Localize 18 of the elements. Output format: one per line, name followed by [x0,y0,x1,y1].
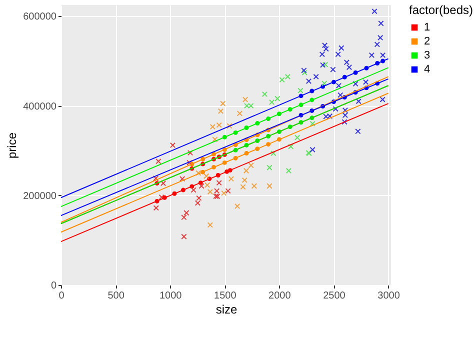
x-tick-label: 1500 [214,290,237,302]
y-axis-title: price [5,132,20,159]
legend-title: factor(beds) [409,3,474,17]
x-tick-label: 3000 [378,290,400,302]
legend-label: 3 [424,50,430,62]
legend-label: 1 [424,22,430,34]
x-tick-label: 2500 [323,290,346,302]
x-axis-title: size [216,302,238,316]
x-tick-label: 1000 [159,290,182,302]
legend-label: 2 [424,36,430,48]
y-tick-label: 600000 [23,12,57,23]
x-tick-label: 2000 [268,290,292,302]
y-tick-label: 0 [50,280,57,292]
x-tick-label: 0 [58,290,65,302]
y-tick-label: 200000 [23,190,57,202]
legend-label: 4 [424,64,430,76]
x-tick-label: 500 [108,290,125,302]
y-tick-label: 400000 [23,101,57,112]
